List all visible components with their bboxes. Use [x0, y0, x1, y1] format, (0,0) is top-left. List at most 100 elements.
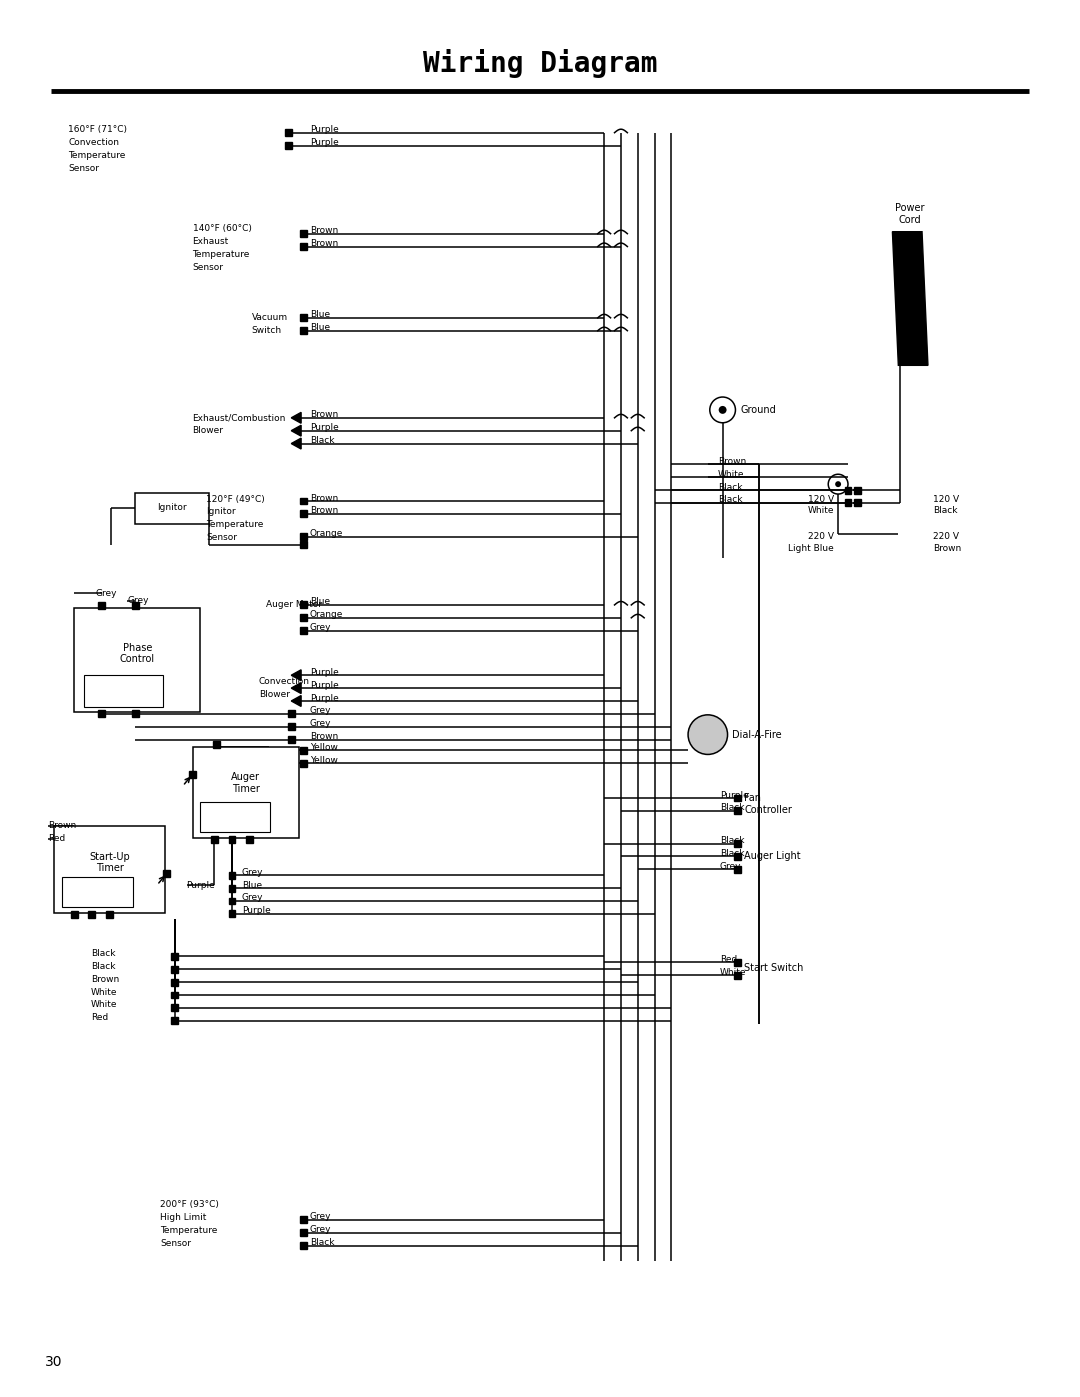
Text: Black: Black	[933, 506, 957, 515]
Bar	[98, 711, 105, 717]
Text: Black: Black	[719, 849, 744, 858]
Bar	[854, 486, 862, 493]
Bar	[63, 877, 133, 907]
Text: Blue: Blue	[242, 880, 262, 890]
Text: Purple: Purple	[310, 680, 339, 690]
Bar	[299, 615, 307, 622]
Text: Grey: Grey	[310, 1225, 332, 1234]
Text: Temperature: Temperature	[68, 151, 125, 159]
Bar	[299, 760, 307, 767]
Text: White: White	[719, 968, 746, 977]
Bar	[299, 497, 307, 504]
Text: 120°F (49°C): 120°F (49°C)	[206, 495, 265, 503]
Text: Brown: Brown	[91, 975, 119, 983]
Text: White: White	[91, 988, 118, 996]
Polygon shape	[292, 412, 301, 423]
Text: Brown: Brown	[933, 543, 961, 553]
Bar	[201, 802, 270, 831]
Bar	[845, 486, 851, 493]
Text: Blue: Blue	[310, 598, 330, 606]
Text: Temperature: Temperature	[192, 250, 249, 258]
Bar	[192, 746, 299, 838]
Circle shape	[688, 715, 728, 754]
Circle shape	[835, 481, 841, 488]
Bar	[734, 807, 741, 814]
Bar	[734, 795, 741, 802]
Text: Black: Black	[91, 961, 116, 971]
Bar	[189, 771, 195, 778]
Text: Dial-A-Fire: Dial-A-Fire	[732, 729, 782, 739]
Polygon shape	[292, 425, 301, 436]
Text: Sensor: Sensor	[192, 263, 224, 272]
Text: Ground: Ground	[741, 405, 777, 415]
Text: Convection: Convection	[259, 676, 310, 686]
Text: Grey: Grey	[127, 597, 149, 605]
Text: Purple: Purple	[310, 693, 339, 703]
Text: Grey: Grey	[242, 894, 264, 902]
Bar	[299, 231, 307, 237]
Text: Black: Black	[310, 436, 335, 446]
Text: Black: Black	[718, 496, 742, 504]
Text: Red: Red	[49, 834, 66, 844]
Bar	[285, 129, 292, 136]
Bar	[213, 740, 219, 747]
Text: 160°F (71°C): 160°F (71°C)	[68, 126, 127, 134]
Text: Wiring Diagram: Wiring Diagram	[422, 49, 658, 77]
Text: Yellow: Yellow	[310, 743, 338, 752]
Text: Brown: Brown	[310, 493, 338, 503]
Bar	[172, 965, 178, 972]
Text: Purple: Purple	[310, 668, 339, 676]
Bar	[172, 953, 178, 960]
Text: 220 V: 220 V	[808, 532, 834, 541]
Text: Blue: Blue	[310, 310, 330, 320]
Text: 120 V: 120 V	[933, 495, 959, 503]
Text: Brown: Brown	[718, 457, 746, 465]
Bar	[172, 979, 178, 986]
Text: 220 V: 220 V	[933, 532, 959, 541]
Text: Auger Light: Auger Light	[744, 851, 801, 862]
Text: Sensor: Sensor	[160, 1239, 191, 1248]
Bar	[287, 724, 295, 731]
Bar	[299, 1242, 307, 1249]
Bar	[299, 602, 307, 609]
Text: Phase
Control: Phase Control	[120, 643, 154, 664]
Text: Start-Up
Timer: Start-Up Timer	[90, 852, 130, 873]
Text: Brown: Brown	[310, 411, 338, 419]
Polygon shape	[892, 232, 928, 366]
Bar	[854, 500, 862, 507]
Bar	[98, 602, 105, 609]
Text: Black: Black	[310, 1238, 335, 1248]
Text: White: White	[808, 506, 834, 515]
Bar	[287, 736, 295, 743]
Polygon shape	[292, 696, 301, 707]
Bar	[172, 992, 178, 999]
Bar	[845, 500, 851, 507]
Text: White: White	[91, 1000, 118, 1010]
Bar	[229, 897, 235, 904]
Text: Grey: Grey	[242, 868, 264, 877]
Text: Switch: Switch	[252, 326, 282, 335]
Bar	[172, 1004, 178, 1011]
Text: Orange: Orange	[310, 610, 343, 619]
Text: Exhaust: Exhaust	[192, 237, 229, 246]
Text: Grey: Grey	[310, 623, 332, 633]
Text: Exhaust/Combustion: Exhaust/Combustion	[192, 414, 286, 422]
Text: Red: Red	[719, 956, 737, 964]
Polygon shape	[292, 683, 301, 693]
Text: Blue: Blue	[310, 323, 330, 332]
Text: Blower: Blower	[259, 690, 289, 698]
Text: Grey: Grey	[310, 1213, 332, 1221]
Text: Power
Cord: Power Cord	[895, 203, 924, 225]
Text: Grey: Grey	[96, 588, 118, 598]
Text: Purple: Purple	[242, 907, 271, 915]
Bar	[734, 866, 741, 873]
Text: Black: Black	[719, 835, 744, 845]
Text: Red: Red	[91, 1013, 108, 1023]
Polygon shape	[292, 439, 301, 448]
Bar	[84, 675, 163, 707]
Text: Grey: Grey	[310, 707, 332, 715]
Text: Temperature: Temperature	[160, 1227, 217, 1235]
Text: White: White	[718, 469, 744, 479]
Text: Purple: Purple	[187, 880, 215, 890]
Bar	[54, 826, 165, 912]
